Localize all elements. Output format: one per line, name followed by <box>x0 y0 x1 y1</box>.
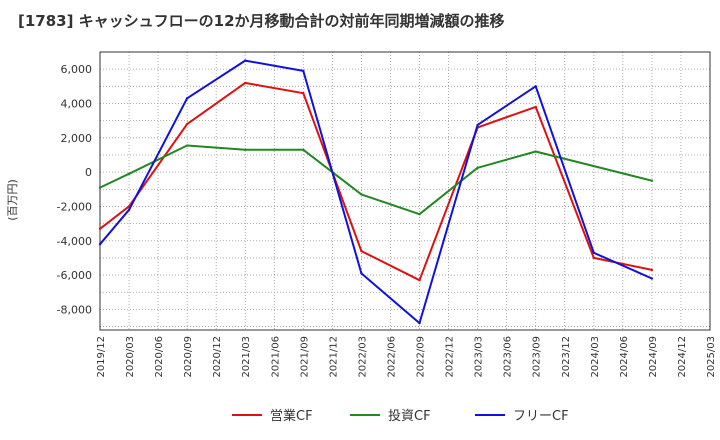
x-tick-label: 2023/03 <box>474 336 485 378</box>
data-point <box>534 105 537 109</box>
data-point <box>302 148 305 152</box>
data-point <box>360 193 363 196</box>
y-tick-label: -2,000 <box>57 200 92 213</box>
gridlines <box>99 51 711 330</box>
x-tick-label: 2023/12 <box>561 336 572 378</box>
x-tick-label: 2023/09 <box>532 336 543 378</box>
data-point <box>360 272 363 275</box>
data-point <box>650 179 654 182</box>
x-tick-label: 2020/09 <box>183 336 194 378</box>
data-point <box>185 97 189 100</box>
legend-item: 営業CF <box>232 408 313 424</box>
x-tick-label: 2024/06 <box>619 336 630 378</box>
data-point <box>360 249 363 253</box>
x-tick-label: 2020/03 <box>125 336 136 378</box>
data-point <box>534 85 537 88</box>
x-tick-label: 2025/03 <box>706 336 717 378</box>
x-tick-label: 2022/06 <box>386 336 397 378</box>
y-tick-label: -6,000 <box>57 269 92 282</box>
data-point <box>302 69 305 73</box>
legend-label: 投資CF <box>388 408 431 424</box>
x-tick-label: 2020/12 <box>212 336 223 378</box>
data-point <box>476 166 479 170</box>
data-point <box>244 59 247 62</box>
y-axis-label: (百万円) <box>6 179 19 221</box>
data-point <box>98 242 102 246</box>
chart-title: [1783] キャッシュフローの12か月移動合計の対前年同期増減額の推移 <box>18 12 505 30</box>
data-point <box>418 212 421 216</box>
y-tick-label: 4,000 <box>61 97 93 110</box>
data-point <box>127 208 131 212</box>
data-point <box>127 172 131 176</box>
legend-item: フリーCF <box>475 409 569 424</box>
data-point <box>592 251 596 254</box>
data-point <box>244 148 247 152</box>
y-tick-label: 6,000 <box>61 63 93 76</box>
x-tick-label: 2020/06 <box>154 336 165 378</box>
x-tick-label: 2023/06 <box>503 336 514 378</box>
x-tick-label: 2021/09 <box>299 336 310 378</box>
data-point <box>302 91 305 95</box>
legend-label: 営業CF <box>270 408 313 424</box>
data-point <box>592 256 596 260</box>
y-tick-label: 2,000 <box>61 132 93 145</box>
x-tick-label: 2021/12 <box>328 336 339 378</box>
legend-item: 投資CF <box>350 408 431 424</box>
data-point <box>244 81 247 85</box>
series-2 <box>98 59 654 325</box>
legend-label: フリーCF <box>513 409 569 424</box>
x-tick-label: 2022/09 <box>416 336 427 378</box>
x-tick-label: 2024/09 <box>648 336 659 378</box>
data-point <box>476 123 479 127</box>
x-tick-label: 2024/03 <box>590 336 601 378</box>
y-tick-label: -4,000 <box>57 235 92 248</box>
data-point <box>418 279 421 282</box>
x-tick-label: 2022/03 <box>357 336 368 378</box>
data-point <box>98 227 102 230</box>
x-tick-label: 2021/06 <box>270 336 281 378</box>
x-tick-label: 2022/12 <box>445 336 456 378</box>
plot-frame <box>99 51 711 331</box>
plot-area <box>100 52 710 330</box>
x-tick-label: 2019/12 <box>96 336 107 378</box>
y-tick-label: -8,000 <box>57 303 92 316</box>
data-point <box>650 277 654 280</box>
x-tick-label: 2024/12 <box>677 336 688 378</box>
y-tick-label: 0 <box>85 166 92 179</box>
data-point <box>98 186 102 189</box>
data-point <box>534 150 537 153</box>
data-point <box>185 144 189 147</box>
data-point <box>185 122 189 126</box>
x-tick-label: 2021/03 <box>241 336 252 378</box>
data-point <box>418 321 421 325</box>
data-point <box>650 268 654 272</box>
